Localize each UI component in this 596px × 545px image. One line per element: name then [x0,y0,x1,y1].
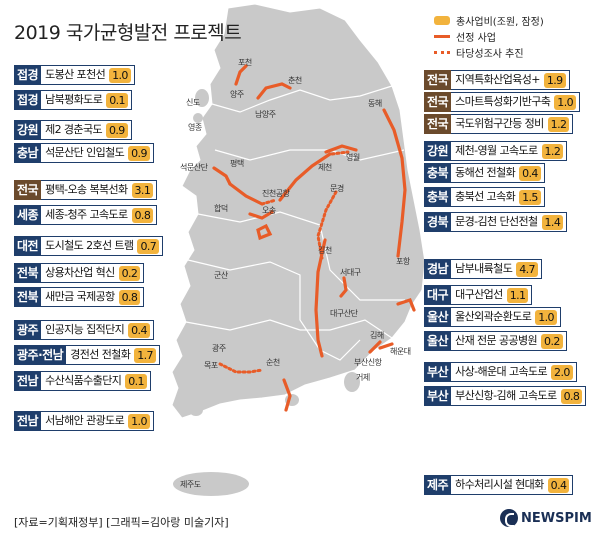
project-label: 충남 석문산단 인입철도 0.9 [14,143,154,163]
place-label: 대구산단 [330,309,358,318]
project-label: 광주·전남 경전선 전철화 1.7 [14,345,160,365]
legend-item-selected: 선정 사업 [434,28,544,44]
place-label: 영종 [188,123,202,132]
place-label: 평택 [230,159,244,168]
place-label: 김해 [370,331,384,340]
newspim-logo-icon [500,509,518,527]
dotted-jecheon [330,150,350,156]
place-label: 춘천 [288,76,302,85]
place-label: 광주 [212,344,226,353]
route-namhae-inland [314,238,327,358]
place-label: 오송 [262,206,276,215]
legend-item-cost: 총사업비(조원, 잠정) [434,12,544,28]
place-label: 순천 [266,358,280,367]
place-label: 김천 [318,246,332,255]
route-sinhang-gimhae [368,340,382,354]
project-label: 접경 남북평화도로 0.1 [14,90,132,110]
place-label: 포항 [396,257,410,266]
project-label: 전북 새만금 국제공항 0.8 [14,287,145,307]
geoje-island [344,372,360,392]
project-label: 세종 세종-청주 고속도로 0.8 [14,205,158,225]
yeongjong-island [193,113,203,123]
source-credit: [자료=기획재정부] [그래픽=김아랑 미술기자] [14,516,229,529]
place-label: 목포 [204,361,218,370]
project-label: 부산 부산신항-김해 고속도로 0.8 [424,386,587,406]
route-tram [256,223,273,241]
project-label: 울산 울산외곽순환도로 1.0 [424,307,561,327]
place-label: 동해 [368,99,382,108]
korea-mainland [171,3,426,419]
route-southwest-coast [282,378,292,412]
dotted-mungyeong-gimcheon [316,190,338,260]
project-label: 충북 충북선 고속화 1.5 [424,187,545,207]
route-seokmun [212,166,232,186]
project-label: 전국 평택-오송 복복선화 3.1 [14,180,158,200]
project-label: 대전 도시철도 2호선 트램 0.7 [14,236,164,256]
project-label: 강원 제2 경춘국도 0.9 [14,120,132,140]
feasibility-routes [218,150,350,374]
project-label: 대구 대구산업선 1.1 [424,285,533,305]
legend-swatch-selected [434,34,450,38]
place-label: 제주도 [180,480,201,489]
project-label: 접경 도봉산 포천선 1.0 [14,65,135,85]
place-label: 신도 [186,98,200,107]
place-label: 거제 [356,373,370,382]
route-chungbuk-line [278,152,332,202]
place-label: 포천 [238,58,252,67]
selected-routes [212,64,416,412]
place-label: 양주 [230,90,244,99]
place-label: 문경 [330,184,344,193]
dotted-pyeongtaek [260,198,278,206]
project-label: 경북 문경-김천 단선전철 1.4 [424,212,568,232]
project-label: 울산 산재 전문 공공병원 0.2 [424,331,567,351]
project-label: 전북 상용차산업 혁신 0.2 [14,263,145,283]
legend-item-feasibility: 타당성조사 추진 [434,44,544,60]
project-label: 전남 서남해안 관광도로 1.0 [14,411,154,431]
project-label: 부산 사상-해운대 고속도로 2.0 [424,362,577,382]
route-ulsan-outer [396,298,416,312]
place-label: 영월 [346,153,360,162]
place-label: 제천 [318,163,332,172]
place-label: 석문산단 [180,163,208,172]
ganghwa-island [195,89,209,107]
route-sejong-cheongju [248,210,274,220]
place-label: 진천공항 [262,189,290,198]
project-label: 전국 지역특화산업육성+ 1.9 [424,70,570,90]
route-daegu-industrial [339,276,348,298]
project-label-jeju: 제주 하수처리시설 현대화 0.4 [424,475,574,495]
legend-swatch-feasibility [434,50,450,54]
jindo-island [189,404,203,416]
legend: 총사업비(조원, 잠정) 선정 사업 타당성조사 추진 [434,12,544,60]
route-donghae [382,108,407,258]
route-namyangju-chuncheon [256,82,292,100]
place-label: 해운대 [390,347,411,356]
place-label: 남양주 [255,110,276,119]
route-pyeongtaek-osong [228,182,264,206]
project-label: 전국 스마트특성화기반구축 1.0 [424,92,580,112]
place-label: 군산 [214,271,228,280]
route-jecheon-yeongwol [324,144,358,154]
jeju-island [173,472,249,496]
legend-swatch-cost [434,15,450,25]
route-sasang-haeundae [378,342,394,350]
place-label: 부산신항 [354,358,382,367]
project-label: 강원 제천-영월 고속도로 1.2 [424,141,568,161]
project-label: 전국 국도위험구간등 정비 1.2 [424,114,574,134]
project-label: 전남 수산식품수출단지 0.1 [14,371,151,391]
project-label: 경남 남부내륙철도 4.7 [424,259,542,279]
newspim-logo: NEWSPIM [500,509,592,527]
place-label: 서대구 [340,268,361,277]
project-label: 광주 인공지능 집적단지 0.4 [14,320,154,340]
route-dobongsan-pocheon [234,64,248,86]
page-title: 2019 국가균형발전 프로젝트 [14,22,242,44]
dotted-gyeongjeon [218,362,264,374]
project-label: 충북 동해선 전철화 0.4 [424,163,545,183]
place-label: 합덕 [214,204,228,213]
